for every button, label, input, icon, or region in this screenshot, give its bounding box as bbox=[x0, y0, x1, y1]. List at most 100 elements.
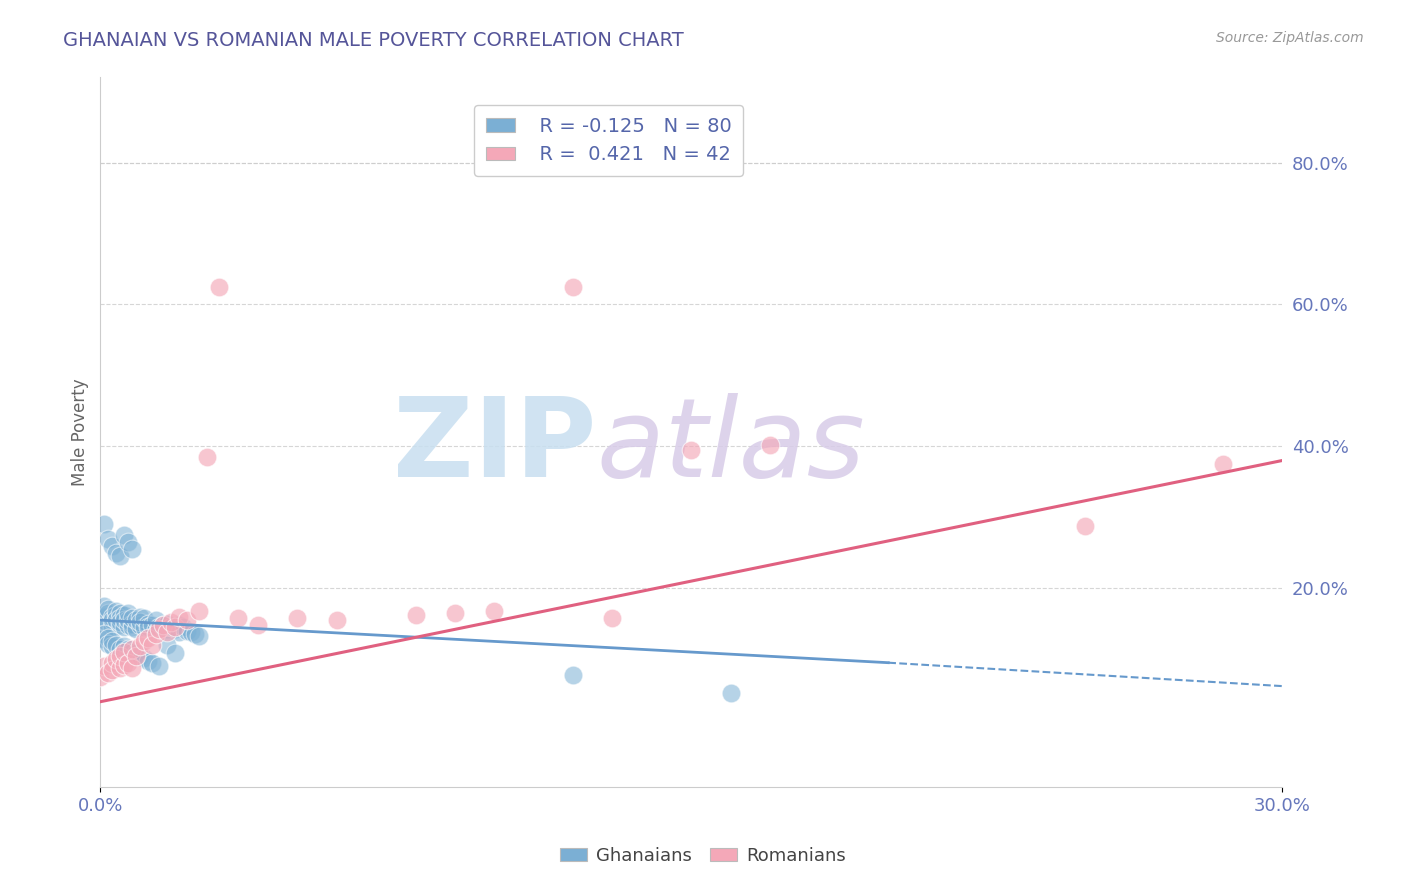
Point bbox=[101, 609, 124, 624]
Point bbox=[720, 686, 742, 700]
Point bbox=[121, 616, 143, 631]
Point bbox=[112, 645, 135, 659]
Point bbox=[681, 442, 703, 457]
Point bbox=[125, 647, 148, 661]
Point bbox=[152, 618, 174, 632]
Point bbox=[125, 613, 148, 627]
Point bbox=[444, 606, 467, 620]
Point bbox=[117, 656, 139, 670]
Point bbox=[132, 634, 155, 648]
Point bbox=[167, 609, 190, 624]
Point bbox=[108, 606, 131, 620]
Point bbox=[121, 611, 143, 625]
Legend: Ghanaians, Romanians: Ghanaians, Romanians bbox=[553, 840, 853, 872]
Point bbox=[148, 620, 170, 634]
Point bbox=[152, 618, 174, 632]
Point bbox=[132, 650, 155, 665]
Point bbox=[1074, 518, 1097, 533]
Point bbox=[165, 620, 187, 634]
Point bbox=[108, 660, 131, 674]
Point bbox=[105, 604, 128, 618]
Point bbox=[117, 613, 139, 627]
Point bbox=[108, 615, 131, 630]
Point bbox=[93, 659, 115, 673]
Point bbox=[112, 528, 135, 542]
Point bbox=[562, 667, 585, 681]
Text: ZIP: ZIP bbox=[394, 392, 596, 500]
Point bbox=[108, 611, 131, 625]
Point bbox=[156, 616, 179, 631]
Y-axis label: Male Poverty: Male Poverty bbox=[72, 378, 89, 486]
Point bbox=[112, 643, 135, 657]
Point bbox=[1212, 457, 1234, 471]
Point bbox=[97, 532, 120, 546]
Point bbox=[176, 613, 198, 627]
Point bbox=[160, 615, 183, 630]
Point bbox=[89, 613, 111, 627]
Point bbox=[101, 640, 124, 654]
Point bbox=[172, 620, 194, 634]
Point bbox=[108, 641, 131, 656]
Point bbox=[148, 623, 170, 637]
Point bbox=[121, 542, 143, 557]
Point bbox=[97, 631, 120, 645]
Point bbox=[105, 546, 128, 560]
Point bbox=[759, 438, 782, 452]
Point bbox=[226, 611, 249, 625]
Point bbox=[101, 663, 124, 677]
Point bbox=[108, 618, 131, 632]
Point bbox=[125, 648, 148, 663]
Point bbox=[145, 623, 167, 637]
Point bbox=[141, 656, 163, 670]
Point bbox=[136, 620, 159, 634]
Point bbox=[136, 616, 159, 631]
Point bbox=[136, 631, 159, 645]
Point bbox=[156, 623, 179, 637]
Point bbox=[105, 652, 128, 666]
Text: atlas: atlas bbox=[596, 392, 865, 500]
Point bbox=[93, 517, 115, 532]
Point bbox=[128, 615, 150, 630]
Point bbox=[89, 632, 111, 647]
Point bbox=[93, 627, 115, 641]
Point bbox=[117, 641, 139, 656]
Point bbox=[176, 624, 198, 638]
Point bbox=[141, 618, 163, 632]
Point bbox=[108, 648, 131, 663]
Point bbox=[145, 627, 167, 641]
Point bbox=[132, 611, 155, 625]
Point bbox=[121, 620, 143, 634]
Point bbox=[121, 645, 143, 659]
Point bbox=[97, 616, 120, 631]
Point bbox=[112, 608, 135, 623]
Point bbox=[117, 535, 139, 549]
Point bbox=[112, 613, 135, 627]
Point bbox=[93, 599, 115, 613]
Point bbox=[165, 623, 187, 637]
Point bbox=[246, 618, 269, 632]
Point bbox=[128, 609, 150, 624]
Point bbox=[207, 279, 229, 293]
Point bbox=[125, 623, 148, 637]
Point bbox=[195, 450, 218, 464]
Point bbox=[136, 654, 159, 668]
Point bbox=[97, 606, 120, 620]
Point bbox=[93, 609, 115, 624]
Legend:   R = -0.125   N = 80,   R =  0.421   N = 42: R = -0.125 N = 80, R = 0.421 N = 42 bbox=[474, 105, 742, 176]
Point bbox=[167, 625, 190, 640]
Point bbox=[167, 618, 190, 632]
Point bbox=[105, 638, 128, 652]
Point bbox=[160, 620, 183, 634]
Point bbox=[165, 647, 187, 661]
Point bbox=[101, 656, 124, 670]
Point bbox=[101, 620, 124, 634]
Point bbox=[108, 549, 131, 564]
Point bbox=[97, 602, 120, 616]
Point bbox=[121, 660, 143, 674]
Point bbox=[101, 539, 124, 553]
Point bbox=[128, 648, 150, 663]
Point bbox=[101, 634, 124, 648]
Point bbox=[187, 630, 209, 644]
Point bbox=[97, 636, 120, 650]
Point bbox=[405, 608, 427, 623]
